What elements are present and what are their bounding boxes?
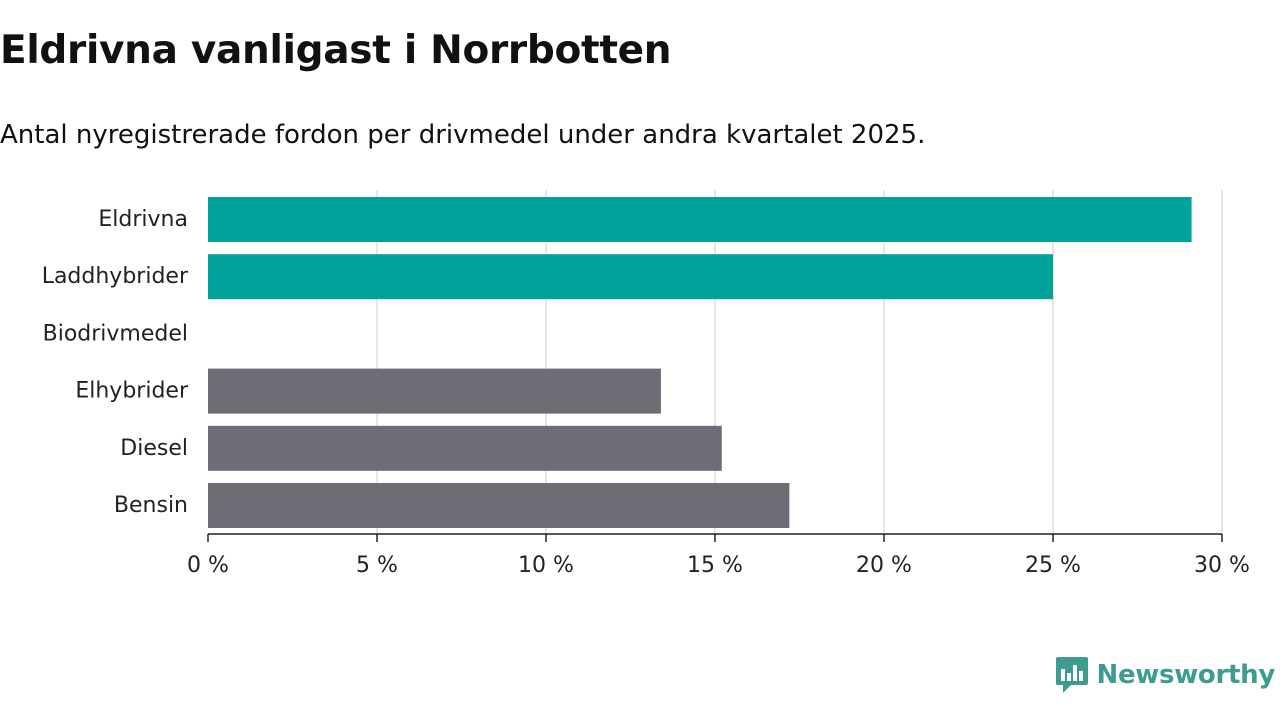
bar	[208, 425, 722, 471]
category-label: Diesel	[120, 436, 188, 461]
tick-label: 20 %	[856, 553, 912, 578]
bar	[208, 197, 1192, 242]
bar-chart: Eldrivna Laddhybrider Biodrivmedel Elhybrid…	[42, 190, 1250, 578]
category-label: Elhybrider	[75, 379, 189, 404]
category-label: Eldrivna	[98, 207, 188, 232]
chart-title: Eldrivna vanligast i Norrbotten	[0, 28, 672, 73]
bars	[208, 197, 1192, 528]
chart-subtitle: Antal nyregistrerade fordon per drivmede…	[0, 120, 926, 150]
bar	[208, 483, 790, 528]
newsworthy-logo: Newsworthy	[1055, 655, 1275, 695]
bar	[208, 368, 661, 414]
newsworthy-logo-icon	[1055, 657, 1088, 693]
tick-label: 30 %	[1194, 553, 1250, 578]
category-label: Bensin	[114, 493, 188, 518]
gridlines	[376, 190, 1223, 534]
tick-label: 10 %	[518, 553, 574, 578]
bar	[208, 254, 1053, 300]
tick-label: 15 %	[687, 553, 743, 578]
tick-label: 5 %	[356, 553, 398, 578]
x-axis-ticks: 0 % 5 % 10 % 15 % 20 % 25 % 30 %	[187, 534, 1250, 578]
brand-name: Newsworthy	[1096, 660, 1276, 690]
category-labels: Eldrivna Laddhybrider Biodrivmedel Elhybrid…	[42, 207, 189, 518]
category-label: Biodrivmedel	[43, 321, 188, 346]
category-label: Laddhybrider	[42, 264, 189, 289]
tick-label: 0 %	[187, 553, 229, 578]
tick-label: 25 %	[1025, 553, 1081, 578]
